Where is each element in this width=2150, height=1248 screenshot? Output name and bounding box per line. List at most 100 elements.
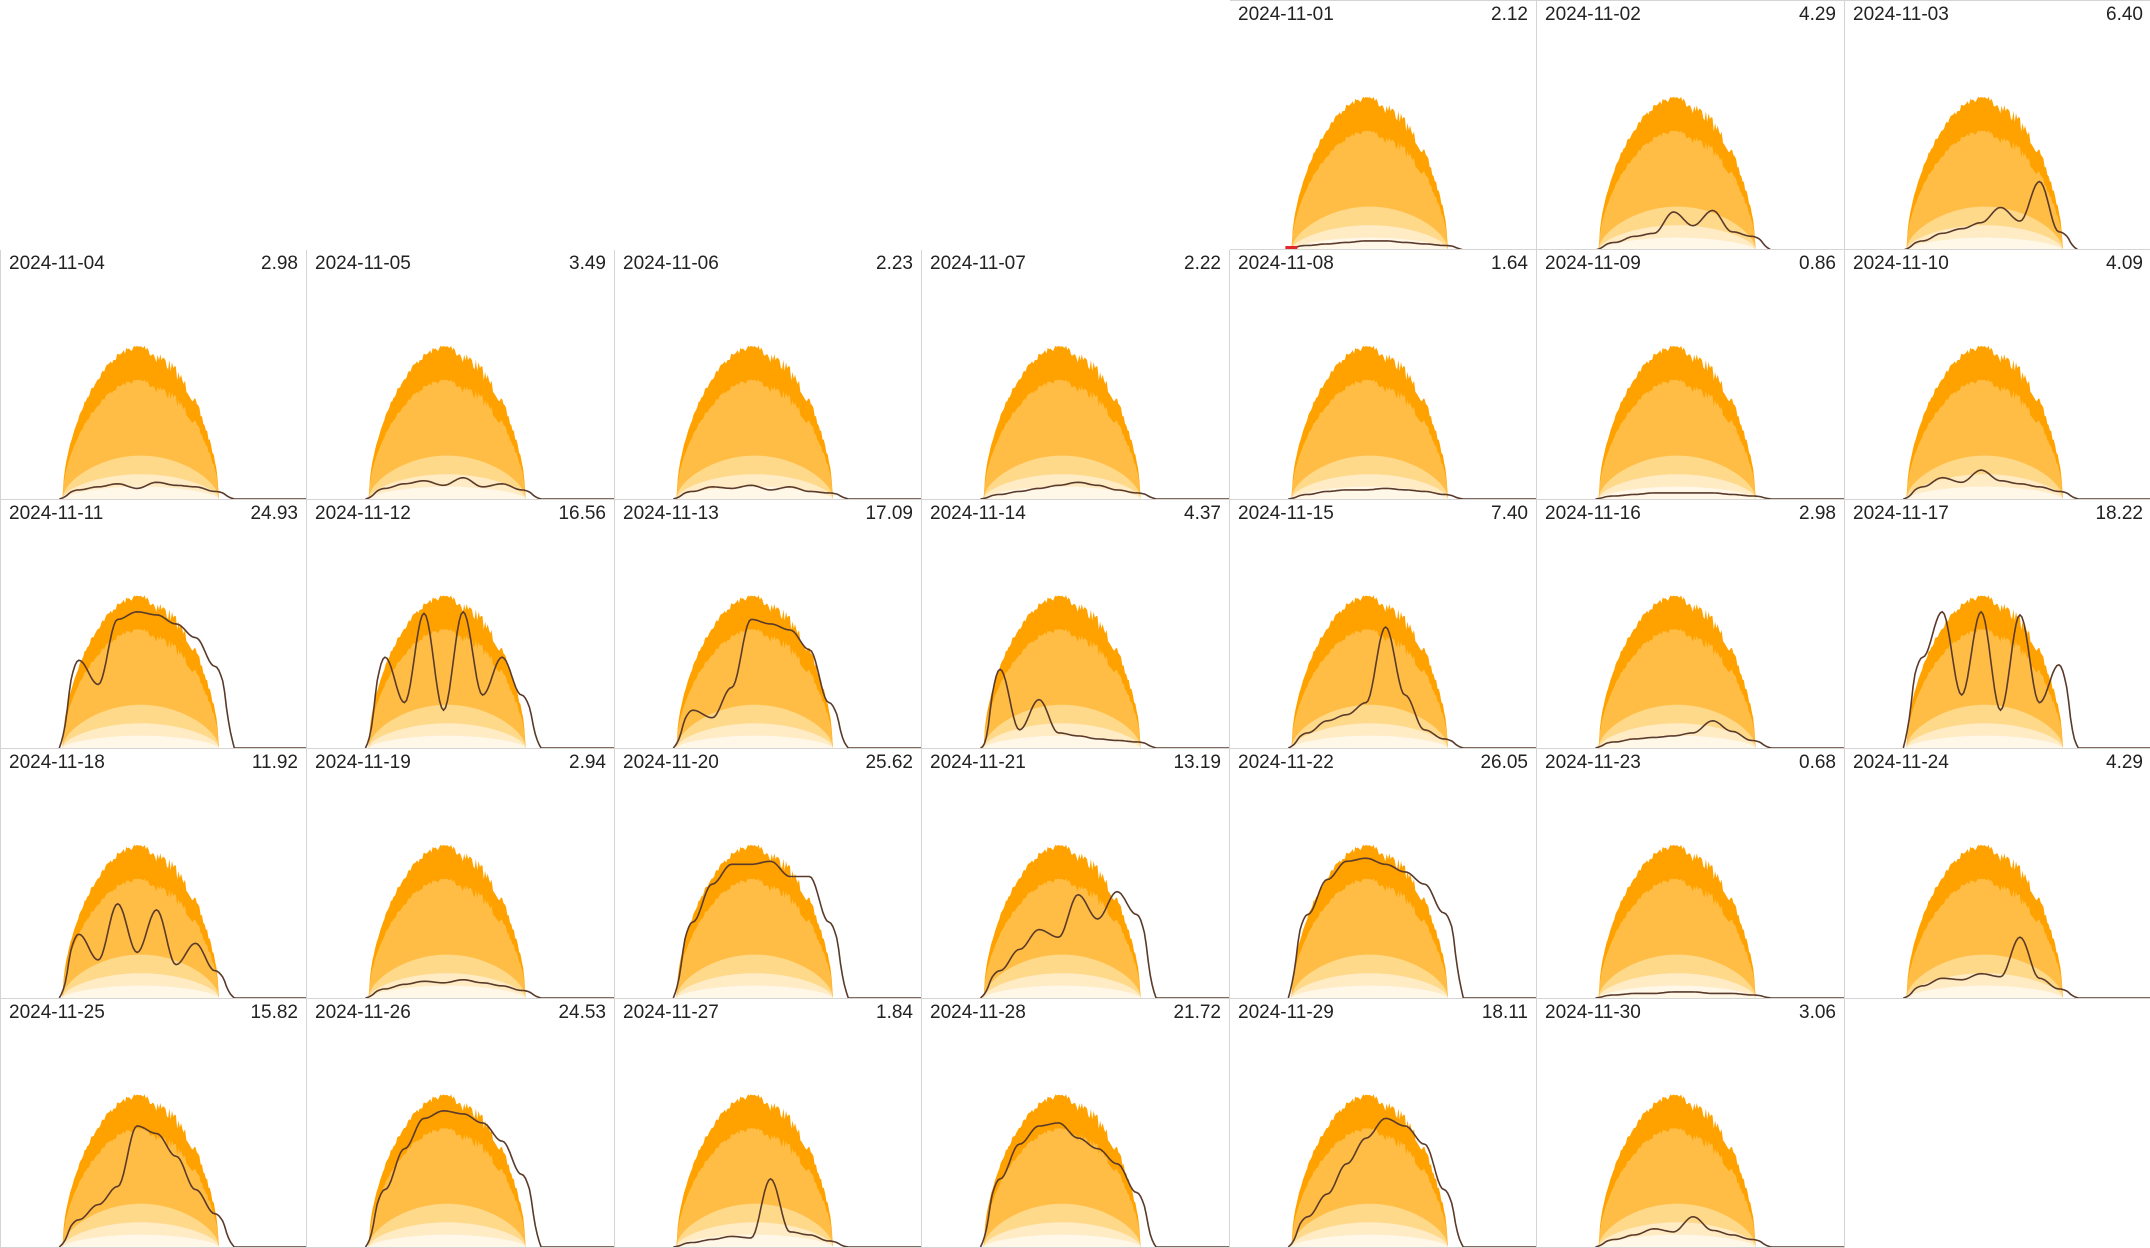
actual-line xyxy=(1595,492,1844,499)
day-total-label: 26.05 xyxy=(1480,752,1528,773)
day-panel: 2024-11-02 4.29 xyxy=(1537,0,1845,250)
day-date-label: 2024-11-22 xyxy=(1238,752,1334,773)
day-total-label: 25.62 xyxy=(865,752,913,773)
day-total-label: 18.11 xyxy=(1481,1002,1528,1023)
day-panel: 2024-11-30 3.06 xyxy=(1537,999,1845,1248)
actual-line xyxy=(1903,469,2150,499)
day-chart xyxy=(1902,595,2150,748)
day-date-label: 2024-11-06 xyxy=(623,253,719,274)
day-total-label: 3.06 xyxy=(1799,1002,1836,1023)
day-chart xyxy=(1285,96,1463,249)
day-total-label: 2.23 xyxy=(876,253,913,274)
min-band xyxy=(1906,486,2063,499)
day-panel: 2024-11-04 2.98 xyxy=(0,250,307,500)
day-total-label: 16.56 xyxy=(558,503,606,524)
min-band xyxy=(368,1234,526,1247)
day-total-label: 4.29 xyxy=(2106,752,2143,773)
day-total-label: 4.29 xyxy=(1799,4,1836,25)
day-panel: 2024-11-15 7.40 xyxy=(1230,500,1537,749)
day-date-label: 2024-11-25 xyxy=(9,1002,105,1023)
min-band xyxy=(1292,237,1448,249)
day-date-label: 2024-11-26 xyxy=(315,1002,411,1023)
day-chart xyxy=(1903,345,2150,499)
day-chart xyxy=(58,1094,306,1247)
actual-line xyxy=(1903,180,2079,249)
day-date-label: 2024-11-27 xyxy=(623,1002,719,1023)
day-panel: 2024-11-22 26.05 xyxy=(1230,749,1537,999)
day-date-label: 2024-11-09 xyxy=(1545,253,1641,274)
actual-line xyxy=(59,481,306,499)
day-panel: 2024-11-10 4.09 xyxy=(1845,250,2150,500)
day-chart xyxy=(59,345,306,499)
day-total-label: 0.86 xyxy=(1799,253,1836,274)
day-total-label: 2.22 xyxy=(1184,253,1221,274)
day-chart xyxy=(673,345,921,499)
day-total-label: 1.84 xyxy=(876,1002,913,1023)
day-total-label: 2.12 xyxy=(1491,4,1528,25)
min-band xyxy=(676,1234,833,1247)
day-chart xyxy=(365,844,614,998)
day-panel: 2024-11-13 17.09 xyxy=(615,500,922,749)
day-panel: 2024-11-01 2.12 xyxy=(1230,0,1537,250)
day-date-label: 2024-11-05 xyxy=(315,253,411,274)
day-panel: 2024-11-11 24.93 xyxy=(0,500,307,749)
min-band xyxy=(1906,735,2063,748)
day-date-label: 2024-11-17 xyxy=(1853,503,1949,524)
actual-line xyxy=(364,1109,614,1247)
min-band xyxy=(1598,1234,1756,1247)
min-band xyxy=(983,1234,1141,1247)
actual-line xyxy=(58,902,306,998)
actual-line xyxy=(1287,1117,1536,1247)
day-panel: 2024-11-17 18.22 xyxy=(1845,500,2150,749)
day-date-label: 2024-11-23 xyxy=(1545,752,1641,773)
actual-line xyxy=(672,860,921,998)
actual-line xyxy=(672,618,921,748)
day-panel: 2024-11-27 1.84 xyxy=(615,999,922,1248)
day-date-label: 2024-11-15 xyxy=(1238,503,1334,524)
day-date-label: 2024-11-10 xyxy=(1853,253,1949,274)
min-band xyxy=(1907,237,2063,249)
day-date-label: 2024-11-07 xyxy=(930,253,1026,274)
day-panel: 2024-11-06 2.23 xyxy=(615,250,922,500)
actual-line xyxy=(364,610,614,748)
day-date-label: 2024-11-28 xyxy=(930,1002,1026,1023)
day-chart xyxy=(1287,844,1536,998)
day-date-label: 2024-11-16 xyxy=(1545,503,1641,524)
day-panel: 2024-11-20 25.62 xyxy=(615,749,922,999)
day-date-label: 2024-11-29 xyxy=(1238,1002,1334,1023)
actual-line xyxy=(1595,719,1844,748)
day-total-label: 2.98 xyxy=(1799,503,1836,524)
actual-line xyxy=(980,481,1229,499)
day-chart xyxy=(1288,345,1536,499)
actual-line xyxy=(365,476,614,499)
actual-line xyxy=(979,890,1229,998)
min-band xyxy=(983,985,1141,998)
day-date-label: 2024-11-08 xyxy=(1238,253,1334,274)
min-band xyxy=(1291,735,1448,748)
actual-line xyxy=(1287,857,1536,998)
min-band xyxy=(1906,985,2063,998)
day-total-label: 24.53 xyxy=(558,1002,606,1023)
day-total-label: 15.82 xyxy=(250,1002,298,1023)
actual-line xyxy=(1288,240,1463,249)
day-date-label: 2024-11-11 xyxy=(9,503,104,524)
day-chart xyxy=(673,1094,921,1247)
day-date-label: 2024-11-01 xyxy=(1238,4,1334,25)
day-chart xyxy=(364,1094,614,1247)
min-band xyxy=(983,486,1141,499)
day-chart xyxy=(364,595,614,748)
day-chart xyxy=(672,844,921,998)
day-chart xyxy=(58,844,306,998)
min-band xyxy=(676,735,833,748)
day-panel: 2024-11-12 16.56 xyxy=(307,500,615,749)
min-band xyxy=(368,735,526,748)
day-total-label: 7.40 xyxy=(1491,503,1528,524)
day-chart xyxy=(980,595,1229,748)
min-band xyxy=(62,486,220,499)
min-band xyxy=(368,985,526,998)
day-panel: 2024-11-16 2.98 xyxy=(1537,500,1845,749)
day-chart xyxy=(1595,1094,1844,1247)
day-panel: 2024-11-14 4.37 xyxy=(922,500,1230,749)
day-total-label: 2.94 xyxy=(569,752,606,773)
